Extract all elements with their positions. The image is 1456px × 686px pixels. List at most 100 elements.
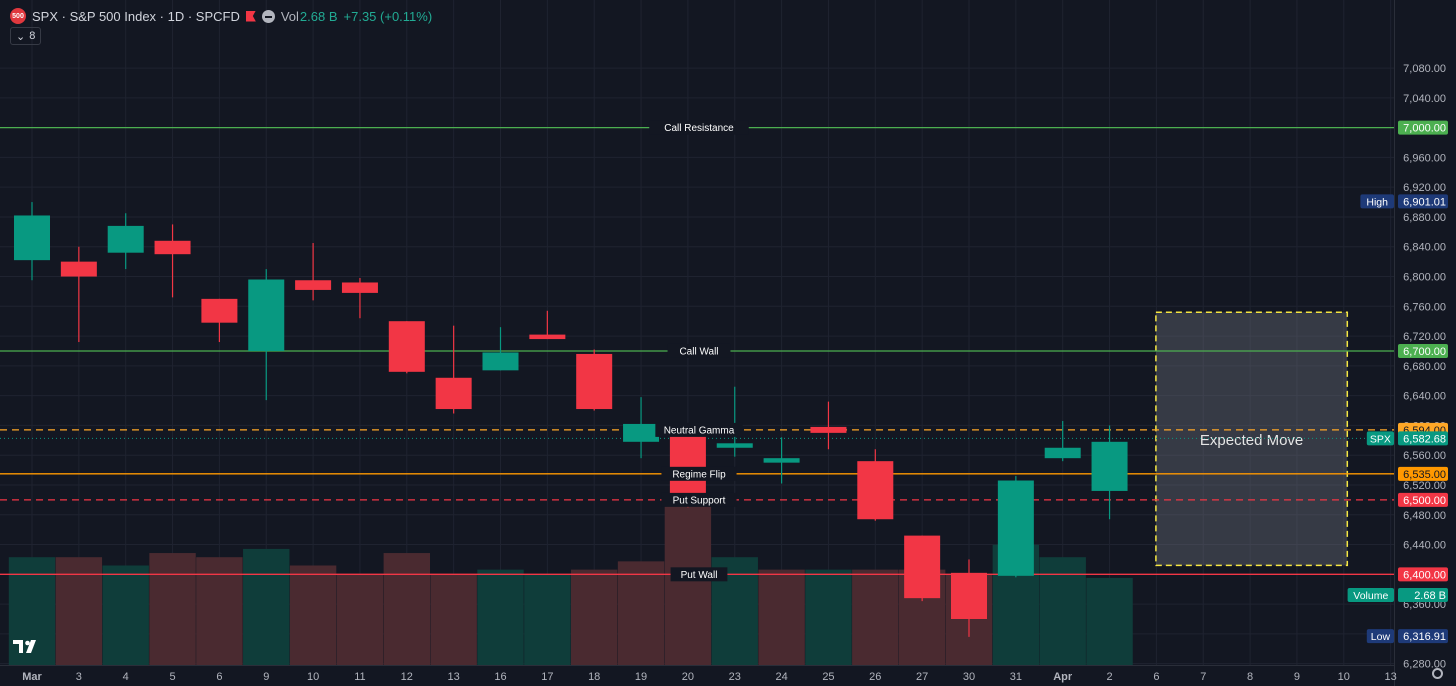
indicator-count: 8 [29,30,36,42]
x-tick-label: 16 [494,671,506,683]
y-tick-label: 7,040.00 [1403,93,1446,105]
candle-body[interactable] [623,423,660,442]
volume-label: Vol [280,8,299,24]
symbol-title[interactable]: SPX · S&P 500 Index · 1D · SPCFD [32,8,240,24]
y-tick-label: 6,720.00 [1403,331,1446,343]
x-tick-label: 6 [216,671,222,683]
candle-body[interactable] [60,261,97,277]
high-label-bg [1360,194,1394,209]
price-tag-bg [1398,466,1448,481]
price-tag: 6,500.00 [1403,495,1446,507]
y-tick-label: 6,680.00 [1403,361,1446,373]
volume-bar [243,548,290,665]
market-status-icon[interactable] [261,9,275,23]
level-label-call-wall: Call Wall [679,346,718,357]
candle-body[interactable] [201,298,238,323]
tradingview-logo-icon [13,640,36,653]
indicators-toggle-button[interactable]: ⌄ 8 [10,27,42,45]
x-tick-label: 24 [775,671,787,683]
x-tick-label: 23 [729,671,741,683]
price-change: +7.35 (+0.11%) [343,8,433,24]
y-tick-label: 6,560.00 [1403,450,1446,462]
candle-body[interactable] [763,458,800,463]
symbol-logo-icon: 500 [10,8,26,24]
candle-body[interactable] [154,240,191,255]
candle-body[interactable] [1044,447,1081,459]
candle-body[interactable] [716,443,753,448]
y-tick-label: 6,800.00 [1403,272,1446,284]
high-label: High [1366,196,1388,208]
settings-gear-icon[interactable] [1432,668,1443,679]
y-tick-label: 6,360.00 [1403,599,1446,611]
x-tick-label: 25 [822,671,834,683]
x-tick-label: 8 [1247,671,1253,683]
level-label-bg [670,567,728,582]
volume-bar [430,573,477,665]
volume-bar [805,569,852,665]
time-axis[interactable] [0,665,1394,686]
price-tag-bg [1398,567,1448,582]
x-tick-label: 4 [123,671,129,683]
x-tick-label: 2 [1106,671,1112,683]
y-tick-label: 6,480.00 [1403,510,1446,522]
candle-body[interactable] [997,480,1034,576]
x-tick-label: 10 [307,671,319,683]
volume-bar [149,553,196,665]
level-label-neutral-gamma: Neutral Gamma [664,425,735,436]
level-label-bg [649,120,749,135]
x-tick-label: 3 [76,671,82,683]
volume-bar [196,557,243,665]
x-tick-label: 6 [1153,671,1159,683]
low-label-bg [1366,629,1394,644]
x-tick-label: 13 [448,671,460,683]
expected-move-label: Expected Move [1200,432,1303,449]
volume-bar [617,561,665,665]
x-tick-label: 17 [541,671,553,683]
volume-bar [336,573,384,665]
candle-body[interactable] [529,334,566,340]
y-tick-label: 7,080.00 [1403,63,1446,75]
level-label-bg [667,343,731,358]
y-tick-label: 6,440.00 [1403,540,1446,552]
volume-bar [1086,577,1133,665]
volume-tag-value-bg [1398,588,1448,602]
candle-body[interactable] [295,280,332,290]
candle-body[interactable] [248,279,285,351]
candle-body[interactable] [107,225,144,253]
candle-body[interactable] [14,215,50,261]
candle-body[interactable] [341,282,378,293]
candle-body[interactable] [904,535,941,599]
y-tick-label: 6,280.00 [1403,659,1446,671]
level-label-bg [661,466,737,481]
y-tick-label: 6,880.00 [1403,212,1446,224]
candle-body[interactable] [669,429,706,494]
candle-body[interactable] [388,321,425,372]
low-value-bg [1398,629,1448,644]
y-tick-label: 6,520.00 [1403,480,1446,492]
x-tick-label: 5 [169,671,175,683]
price-tag: 6,700.00 [1403,346,1446,358]
level-label-put-wall: Put Wall [681,570,718,581]
expected-move-box[interactable] [1155,311,1349,567]
last-price-tag: 6,582.68 [1403,433,1446,445]
last-price-tag-bg [1398,431,1448,446]
candle-body[interactable] [810,426,847,433]
x-tick-label: Apr [1053,671,1073,683]
volume-bar [383,553,430,665]
price-tag: 6,535.00 [1403,469,1446,481]
volume-tag-label-bg [1347,588,1394,602]
chevron-down-icon: ⌄ [16,30,26,43]
volume-bar [477,569,524,665]
volume-bar [55,557,103,665]
spx-label: SPX [1370,433,1391,445]
candle-body[interactable] [951,572,987,619]
y-tick-label: 6,760.00 [1403,301,1446,313]
candle-body[interactable] [576,353,613,410]
candle-body[interactable] [1091,441,1128,491]
flag-icon[interactable] [245,10,256,22]
x-tick-label: 9 [1294,671,1300,683]
candle-body[interactable] [435,377,472,410]
candle-body[interactable] [482,352,519,371]
candle-body[interactable] [857,461,894,520]
